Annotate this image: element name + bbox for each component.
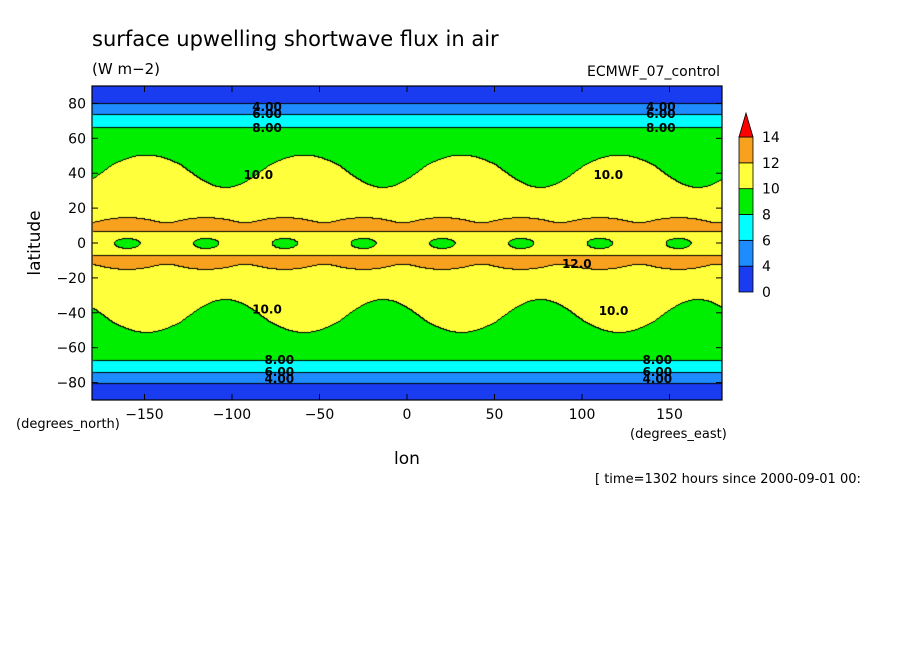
colorbar-label: 10 — [762, 182, 780, 198]
x-tick-label: 150 — [656, 407, 683, 423]
contour-label: 10.0 — [243, 168, 273, 182]
x-tick-label: −150 — [125, 407, 163, 423]
colorbar-label: 4 — [762, 259, 771, 275]
colorbar-band — [738, 162, 754, 190]
flux-field-image — [92, 86, 722, 400]
y-tick-label: −80 — [56, 376, 86, 392]
colorbar-label: 0 — [762, 285, 771, 301]
colorbar-band — [738, 265, 754, 293]
time-footer: [ time=1302 hours since 2000-09-01 00: — [595, 472, 861, 487]
colorbar-label: 6 — [762, 233, 771, 249]
x-axis-units: (degrees_east) — [630, 427, 727, 442]
contour-label: 8.00 — [252, 121, 282, 135]
y-tick-label: −40 — [56, 306, 86, 322]
contour-label: 10.0 — [252, 302, 282, 316]
contour-label: 4.00 — [264, 372, 294, 386]
x-tick-label: −100 — [213, 407, 251, 423]
y-tick-label: 0 — [77, 236, 86, 252]
chart-title: surface upwelling shortwave flux in air — [92, 27, 499, 51]
y-tick-label: −60 — [56, 341, 86, 357]
y-tick-label: 80 — [68, 96, 86, 112]
x-tick-label: 50 — [486, 407, 504, 423]
colorbar-label: 12 — [762, 156, 780, 172]
contour-label: 10.0 — [593, 168, 623, 182]
contour-label: 12.0 — [562, 257, 592, 271]
x-tick-label: −50 — [305, 407, 335, 423]
contour-label: 6.00 — [642, 365, 672, 379]
chart-units: (W m−2) — [92, 60, 160, 78]
x-axis: −150 −100 −50 0 50 100 150 — [125, 86, 683, 423]
y-tick-label: 40 — [68, 166, 86, 182]
y-tick-label: 60 — [68, 131, 86, 147]
colorbar-overflow-arrow — [738, 111, 754, 138]
contour-label: 4.00 — [642, 372, 672, 386]
contour-label: 6.00 — [646, 107, 676, 121]
contour-label: 4.00 — [252, 100, 282, 114]
colorbar-label: 8 — [762, 208, 771, 224]
colorbar-band — [738, 239, 754, 267]
y-axis-label: latitude — [25, 210, 45, 275]
y-tick-label: 20 — [68, 201, 86, 217]
contour-label: 6.00 — [264, 365, 294, 379]
colorbar-label: 14 — [762, 130, 780, 146]
contour-label: 8.00 — [264, 353, 294, 367]
contour-label: 8.00 — [642, 353, 672, 367]
y-axis-units: (degrees_north) — [16, 417, 120, 432]
y-tick-label: −20 — [56, 271, 86, 287]
contour-label: 4.00 — [646, 100, 676, 114]
colorbar-band — [738, 188, 754, 215]
contour-label: 10.0 — [599, 304, 629, 318]
x-tick-label: 0 — [403, 407, 412, 423]
colorbar-band — [738, 136, 754, 164]
colorbar-band — [738, 214, 754, 241]
contour-label: 6.00 — [252, 107, 282, 121]
dataset-label: ECMWF_07_control — [587, 64, 720, 80]
x-tick-label: 100 — [569, 407, 596, 423]
contour-label: 8.00 — [646, 121, 676, 135]
colorbar: 0 4 6 8 10 12 14 — [738, 111, 780, 301]
y-axis: 80 60 40 20 0 −20 −40 −60 −80 — [56, 96, 722, 392]
x-axis-label: lon — [394, 449, 420, 469]
